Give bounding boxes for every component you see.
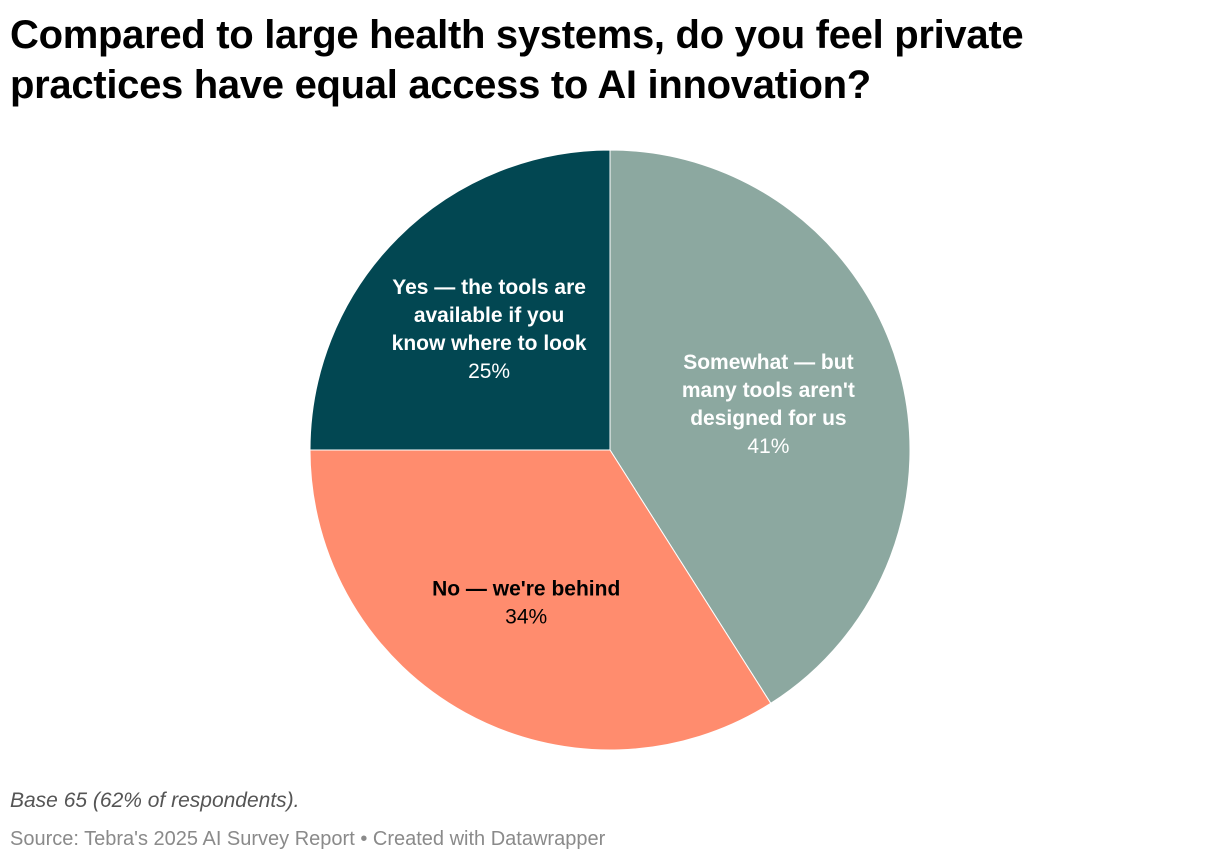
slice-label: Somewhat — but many tools aren't designed … (682, 351, 855, 458)
slice-label: No — we're behind 34% (432, 578, 620, 629)
slice-value-label: 34% (505, 606, 547, 629)
chart-notes: Base 65 (62% of respondents). (10, 789, 300, 812)
slice-label-line: No — we're behind (432, 578, 620, 601)
slice-value-label: 41% (747, 435, 789, 458)
source-separator: • (354, 828, 373, 850)
pie-slice (609, 149, 911, 704)
source-name: Tebra's 2025 AI Survey Report (84, 828, 355, 850)
pie-slice (309, 149, 611, 451)
slice-label-line: Yes — the tools are (392, 276, 586, 299)
slice-label-line: designed for us (690, 407, 846, 430)
source-prefix: Source: (10, 828, 85, 850)
slice-value-label: 25% (468, 360, 510, 383)
source-credit: Created with Datawrapper (372, 828, 606, 850)
pie-slices (309, 149, 911, 751)
pie-slice (309, 449, 772, 751)
slice-label: Yes — the tools are available if you know … (392, 276, 587, 383)
chart-source: Source: Tebra's 2025 AI Survey Report • … (10, 828, 605, 851)
slice-label-line: available if you (414, 304, 565, 327)
slice-label-line: many tools aren't (682, 379, 855, 402)
pie-labels: Somewhat — but many tools aren't designed … (392, 276, 855, 628)
slice-label-line: Somewhat — but (683, 351, 853, 374)
chart-title: Compared to large health systems, do you… (10, 13, 1024, 107)
slice-label-line: know where to look (392, 332, 587, 355)
